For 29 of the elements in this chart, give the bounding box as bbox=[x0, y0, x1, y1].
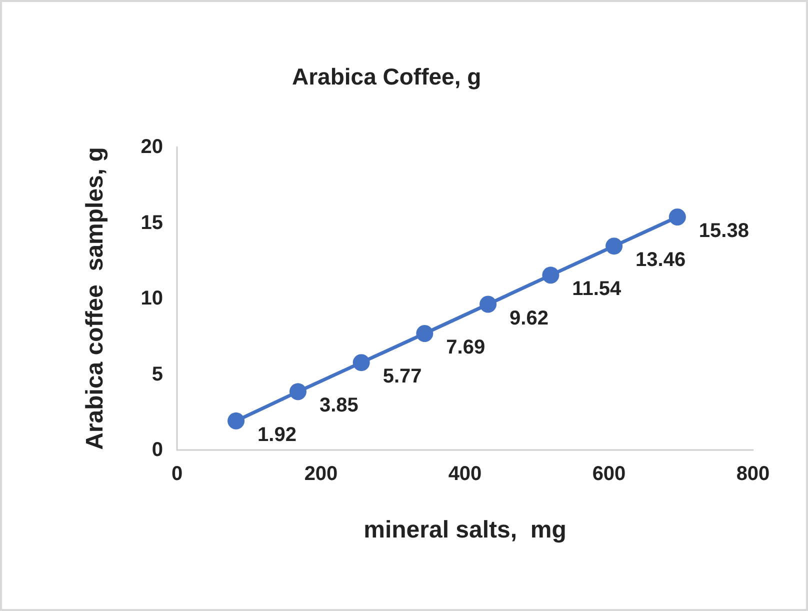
x-axis-title: mineral salts, mg bbox=[364, 516, 566, 544]
y-tick-label: 10 bbox=[140, 288, 163, 310]
y-axis-title: Arabica coffee samples, g bbox=[82, 147, 108, 450]
point bbox=[352, 354, 370, 372]
data-label: 15.38 bbox=[698, 220, 749, 242]
x-tick-label: 200 bbox=[304, 463, 338, 485]
point bbox=[480, 296, 497, 313]
y-tick-label: 5 bbox=[152, 363, 163, 386]
x-tick-label: 0 bbox=[171, 463, 183, 485]
y-tick-label: 0 bbox=[152, 439, 163, 461]
data-label: 11.54 bbox=[572, 278, 622, 300]
x-tick-label: 800 bbox=[736, 463, 770, 485]
chart-title: Arabica Coffee, g bbox=[292, 64, 482, 90]
x-tick-label: 600 bbox=[592, 463, 626, 485]
y-tick-label: 20 bbox=[140, 136, 163, 158]
data-label: 9.62 bbox=[510, 307, 548, 330]
data-label: 5.77 bbox=[382, 366, 422, 388]
data-label: 7.69 bbox=[446, 336, 486, 358]
point bbox=[606, 238, 623, 255]
point bbox=[416, 325, 434, 342]
point bbox=[542, 266, 560, 284]
data-label: 1.92 bbox=[258, 424, 296, 446]
point bbox=[228, 412, 245, 430]
y-tick-label: 15 bbox=[140, 212, 163, 234]
x-tick-label: 400 bbox=[448, 463, 482, 485]
point bbox=[668, 208, 686, 226]
data-label: 13.46 bbox=[636, 249, 686, 272]
data-label: 3.85 bbox=[319, 394, 358, 417]
point bbox=[289, 383, 306, 400]
